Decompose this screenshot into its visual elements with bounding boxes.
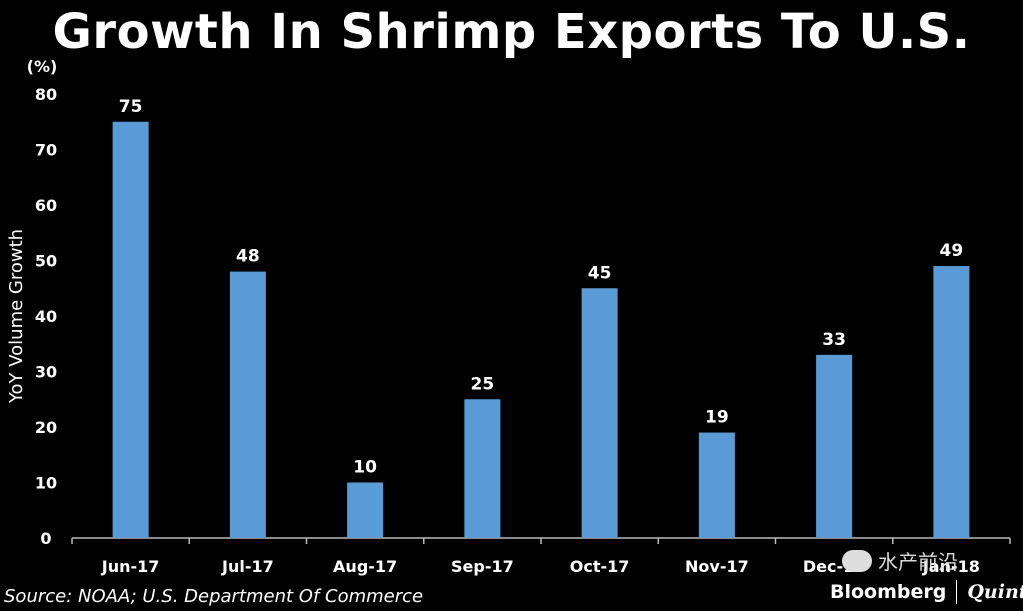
y-tick-label: 40	[35, 307, 57, 326]
chart-title: Growth In Shrimp Exports To U.S.	[52, 4, 971, 60]
data-label: 19	[705, 408, 729, 428]
y-tick-label: 20	[35, 418, 57, 437]
watermark-text: 水产前沿	[878, 550, 958, 574]
data-label: 45	[588, 263, 612, 283]
bar	[933, 266, 970, 538]
x-tick-label: Oct-17	[570, 557, 630, 576]
data-label: 75	[119, 97, 143, 117]
data-label: 25	[471, 374, 495, 394]
bar	[816, 354, 853, 538]
wechat-icon	[842, 549, 872, 572]
bar	[464, 399, 501, 538]
bar	[112, 121, 149, 538]
bar	[581, 288, 618, 538]
y-tick-label: 60	[35, 196, 57, 215]
source-note: Source: NOAA; U.S. Department Of Commerc…	[4, 586, 424, 607]
x-tick-label: Sep-17	[451, 557, 514, 576]
data-label: 48	[236, 247, 260, 267]
data-label: 49	[940, 241, 964, 261]
brand-suffix: Quint	[967, 581, 1023, 603]
bar	[347, 482, 384, 538]
watermark: 水产前沿	[842, 546, 958, 575]
y-tick-label: 30	[35, 363, 57, 382]
brand-divider	[956, 580, 958, 604]
brand-name: Bloomberg	[830, 581, 947, 603]
y-tick-label: 80	[35, 85, 57, 104]
y-axis-label: YoY Volume Growth	[6, 229, 27, 404]
x-tick-label: Jul-17	[221, 557, 274, 576]
x-tick-label: Aug-17	[333, 557, 397, 576]
x-tick-label: Jan-18	[922, 557, 980, 576]
y-tick-label: 70	[35, 141, 57, 160]
brand-logo: Bloomberg Quint	[830, 580, 1023, 604]
x-tick-label: Nov-17	[685, 557, 749, 576]
data-label: 10	[353, 458, 377, 478]
y-tick-label: 50	[35, 252, 57, 271]
y-tick-label: 10	[35, 474, 57, 493]
bar	[698, 432, 735, 538]
y-tick-label: 0	[40, 529, 51, 548]
x-tick-label: Jun-17	[101, 557, 160, 576]
y-axis-unit: (%)	[27, 57, 58, 76]
data-label: 33	[822, 330, 846, 350]
bar	[229, 271, 266, 538]
